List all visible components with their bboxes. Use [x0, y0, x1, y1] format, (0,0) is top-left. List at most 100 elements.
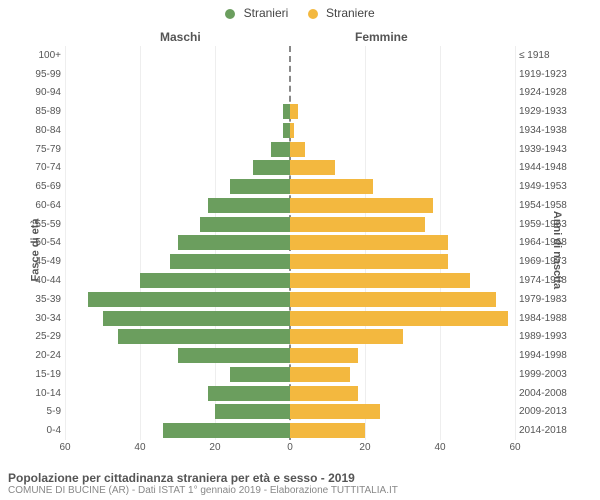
age-label: 0-4 — [17, 425, 61, 436]
bar-female — [290, 273, 470, 288]
pyramid-row: 60-641954-1958 — [65, 196, 515, 215]
bar-female — [290, 179, 373, 194]
pyramid-row: 75-791939-1943 — [65, 140, 515, 159]
bar-female — [290, 348, 358, 363]
pyramid-row: 20-241994-1998 — [65, 346, 515, 365]
legend-label-male: Stranieri — [244, 6, 289, 20]
age-label: 90-94 — [17, 87, 61, 98]
bar-male — [253, 160, 290, 175]
birth-year-label: ≤ 1918 — [519, 50, 587, 61]
pyramid-row: 45-491969-1973 — [65, 252, 515, 271]
xaxis-tick: 60 — [59, 442, 70, 453]
bar-female — [290, 104, 298, 119]
pyramid-row: 30-341984-1988 — [65, 309, 515, 328]
age-label: 45-49 — [17, 256, 61, 267]
bar-female — [290, 292, 496, 307]
age-label: 25-29 — [17, 331, 61, 342]
birth-year-label: 1969-1973 — [519, 256, 587, 267]
age-label: 10-14 — [17, 388, 61, 399]
birth-year-label: 1994-1998 — [519, 350, 587, 361]
bar-male — [271, 142, 290, 157]
birth-year-label: 1974-1978 — [519, 275, 587, 286]
bar-female — [290, 386, 358, 401]
age-label: 100+ — [17, 50, 61, 61]
birth-year-label: 1964-1968 — [519, 237, 587, 248]
pyramid-chart: Stranieri Straniere Maschi Femmine Fasce… — [0, 0, 600, 500]
pyramid-row: 90-941924-1928 — [65, 84, 515, 103]
x-axis: 6040200204060 — [65, 442, 515, 458]
birth-year-label: 1979-1983 — [519, 294, 587, 305]
bar-female — [290, 198, 433, 213]
bar-female — [290, 254, 448, 269]
birth-year-label: 2014-2018 — [519, 425, 587, 436]
bar-male — [208, 386, 291, 401]
birth-year-label: 1924-1928 — [519, 87, 587, 98]
birth-year-label: 1919-1923 — [519, 69, 587, 80]
age-label: 80-84 — [17, 125, 61, 136]
bar-female — [290, 423, 365, 438]
pyramid-row: 85-891929-1933 — [65, 102, 515, 121]
age-label: 60-64 — [17, 200, 61, 211]
bar-male — [163, 423, 291, 438]
age-label: 75-79 — [17, 144, 61, 155]
footer-subtitle: COMUNE DI BUCINE (AR) - Dati ISTAT 1° ge… — [8, 485, 592, 496]
bar-male — [178, 235, 291, 250]
age-label: 15-19 — [17, 369, 61, 380]
pyramid-row: 25-291989-1993 — [65, 327, 515, 346]
age-label: 70-74 — [17, 162, 61, 173]
birth-year-label: 2009-2013 — [519, 406, 587, 417]
bar-male — [230, 367, 290, 382]
column-title-right: Femmine — [355, 30, 408, 44]
age-label: 95-99 — [17, 69, 61, 80]
birth-year-label: 1984-1988 — [519, 313, 587, 324]
xaxis-tick: 20 — [209, 442, 220, 453]
pyramid-row: 70-741944-1948 — [65, 159, 515, 178]
bar-male — [200, 217, 290, 232]
birth-year-label: 2004-2008 — [519, 388, 587, 399]
bar-female — [290, 367, 350, 382]
legend-label-female: Straniere — [326, 6, 375, 20]
birth-year-label: 1939-1943 — [519, 144, 587, 155]
age-label: 35-39 — [17, 294, 61, 305]
bar-female — [290, 311, 508, 326]
legend: Stranieri Straniere — [0, 6, 600, 20]
pyramid-row: 0-42014-2018 — [65, 421, 515, 440]
bar-male — [283, 104, 291, 119]
legend-swatch-female — [308, 9, 318, 19]
column-title-left: Maschi — [160, 30, 201, 44]
footer-title: Popolazione per cittadinanza straniera p… — [8, 471, 592, 485]
bar-female — [290, 235, 448, 250]
pyramid-row: 40-441974-1978 — [65, 271, 515, 290]
birth-year-label: 1949-1953 — [519, 181, 587, 192]
pyramid-row: 5-92009-2013 — [65, 402, 515, 421]
xaxis-tick: 60 — [509, 442, 520, 453]
bar-female — [290, 217, 425, 232]
pyramid-row: 15-191999-2003 — [65, 365, 515, 384]
bar-female — [290, 404, 380, 419]
bar-female — [290, 123, 294, 138]
legend-item-male: Stranieri — [225, 6, 288, 20]
birth-year-label: 1989-1993 — [519, 331, 587, 342]
age-label: 85-89 — [17, 106, 61, 117]
age-label: 20-24 — [17, 350, 61, 361]
bar-male — [178, 348, 291, 363]
plot-area: 100+≤ 191895-991919-192390-941924-192885… — [65, 46, 515, 440]
bar-female — [290, 142, 305, 157]
bar-male — [215, 404, 290, 419]
birth-year-label: 1999-2003 — [519, 369, 587, 380]
birth-year-label: 1944-1948 — [519, 162, 587, 173]
gridline — [515, 46, 516, 440]
xaxis-tick: 0 — [287, 442, 293, 453]
pyramid-row: 10-142004-2008 — [65, 384, 515, 403]
age-label: 40-44 — [17, 275, 61, 286]
bar-female — [290, 329, 403, 344]
bar-male — [118, 329, 291, 344]
xaxis-tick: 40 — [434, 442, 445, 453]
bar-male — [103, 311, 291, 326]
age-label: 30-34 — [17, 313, 61, 324]
birth-year-label: 1959-1963 — [519, 219, 587, 230]
pyramid-row: 55-591959-1963 — [65, 215, 515, 234]
age-label: 50-54 — [17, 237, 61, 248]
age-label: 55-59 — [17, 219, 61, 230]
xaxis-tick: 20 — [359, 442, 370, 453]
